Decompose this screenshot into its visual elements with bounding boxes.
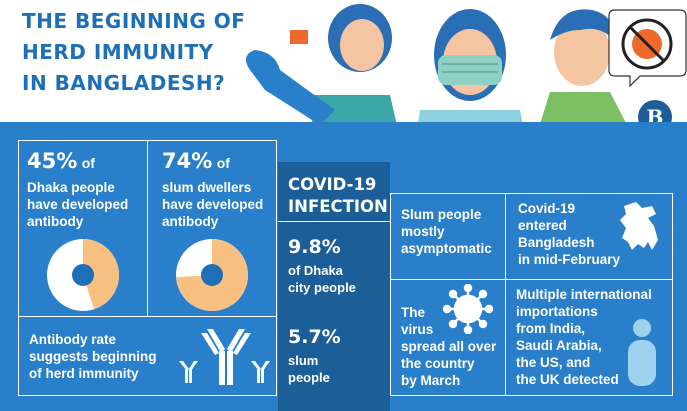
dhaka-of: of <box>81 155 95 171</box>
slum-line: slum dwellers <box>162 180 252 195</box>
slum-infection-percent: 5.7% <box>288 326 341 348</box>
antibody-line: suggests beginning <box>29 349 157 364</box>
stat-slum-cell: 74% of slum dwellers have developed anti… <box>147 140 277 317</box>
importation-line: from India, <box>516 321 586 336</box>
no-virus-icon <box>621 18 673 70</box>
asymptomatic-cell: Slum people mostly asymptomatic <box>390 193 506 280</box>
face-mask <box>438 55 502 85</box>
entry-line: in mid-February <box>518 252 621 267</box>
slum-line: have developed <box>162 197 264 212</box>
stat-dhaka-cell: 45% of Dhaka people have developed antib… <box>18 140 148 317</box>
man-hair <box>550 9 615 40</box>
bangladesh-map-icon <box>620 202 658 250</box>
dhaka-line: Dhaka people <box>27 180 115 195</box>
headline: THE BEGINNING OF HERD IMMUNITY IN BANGLA… <box>22 6 252 99</box>
slum-infection-label: people <box>288 370 330 385</box>
man-head <box>554 18 610 86</box>
asymptomatic-line: mostly <box>401 224 445 239</box>
headline-line: THE BEGINNING OF <box>22 9 246 33</box>
spread-line: by March <box>401 373 461 388</box>
dhaka-line: antibody <box>27 214 84 229</box>
spread-line: The <box>401 305 426 320</box>
slum-line: antibody <box>162 214 219 229</box>
dhaka-infection-percent: 9.8% <box>288 236 341 258</box>
woman-face <box>340 19 384 71</box>
importation-line: Saudi Arabia, <box>516 338 602 353</box>
dhaka-infection-label: of Dhaka <box>288 263 343 278</box>
dhaka-infection-label: city people <box>288 280 356 295</box>
asymptomatic-line: Slum people <box>401 207 482 222</box>
covid-infection-panel <box>278 162 390 411</box>
dhaka-hole <box>72 264 94 286</box>
covid-title-line: INFECTION <box>288 197 388 216</box>
covid-title-line: COVID-19 <box>288 175 377 194</box>
antibody-icon <box>179 329 270 385</box>
importation-line: the UK detected <box>516 372 619 387</box>
slum-hole <box>201 264 223 286</box>
spread-line: spread all over <box>401 339 497 354</box>
dhaka-antibody-slice <box>83 239 120 310</box>
antibody-line: of herd immunity <box>29 366 139 381</box>
importation-cell: Multiple international importations from… <box>505 279 673 396</box>
slum-donut <box>176 239 248 311</box>
asymptomatic-line: asymptomatic <box>401 241 492 256</box>
glove-arm <box>246 50 335 125</box>
headline-line: HERD IMMUNITY <box>22 40 214 64</box>
virus-icon <box>443 284 493 334</box>
slum-infection-label: slum <box>288 353 319 368</box>
spread-line: the country <box>401 356 475 371</box>
spray-bottle <box>290 30 308 44</box>
spread-line: virus <box>401 322 434 337</box>
slum-of: of <box>216 155 230 171</box>
dhaka-line: have developed <box>27 197 129 212</box>
entry-cell: Covid-19 entered Bangladesh in mid-Febru… <box>505 193 673 280</box>
antibody-line: Antibody rate <box>29 332 117 347</box>
person-icon <box>628 319 656 386</box>
entry-line: Covid-19 <box>518 201 576 216</box>
importation-line: Multiple international <box>516 287 652 302</box>
antibody-note-cell: Antibody rate suggests beginning of herd… <box>18 316 277 396</box>
dhaka-percent: 45% <box>27 149 78 173</box>
entry-line: entered <box>518 218 567 233</box>
divider <box>278 221 390 222</box>
spread-cell: The virus spread all over the country by… <box>390 279 506 396</box>
covid-title: COVID-19 INFECTION <box>288 174 388 218</box>
headline-line: IN BANGLADESH? <box>22 71 226 95</box>
importation-line: importations <box>516 304 598 319</box>
dhaka-donut <box>47 239 120 311</box>
slum-percent: 74% <box>162 149 213 173</box>
importation-line: the US, and <box>516 355 591 370</box>
entry-line: Bangladesh <box>518 235 595 250</box>
